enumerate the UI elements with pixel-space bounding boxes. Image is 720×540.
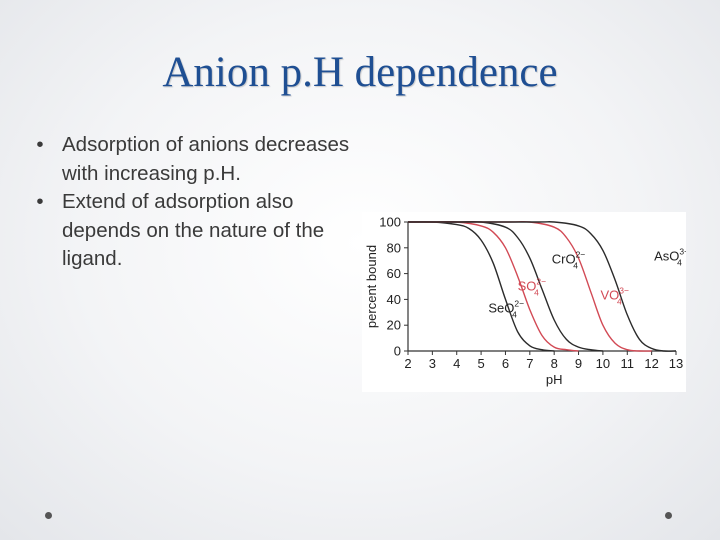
y-tick-label: 40: [387, 292, 401, 307]
x-axis-label: pH: [546, 372, 563, 387]
series-label-main: VO: [600, 287, 619, 302]
series-label-4: AsO3−4: [654, 247, 686, 268]
x-tick-label: 10: [596, 356, 610, 371]
y-tick-label: 80: [387, 240, 401, 255]
x-tick-label: 13: [669, 356, 683, 371]
bullet-dot-icon: •: [36, 190, 44, 213]
decorative-dot-icon: [665, 512, 672, 519]
bullet-item: • Adsorption of anions decreases with in…: [30, 131, 350, 188]
x-tick-label: 5: [477, 356, 484, 371]
series-line-1: [407, 221, 579, 352]
series-label-charge: 2−: [514, 298, 524, 308]
y-axis-label: percent bound: [364, 245, 379, 328]
series-label-subscript: 4: [512, 309, 517, 319]
decorative-dot-icon: [45, 512, 52, 519]
series-label-subscript: 4: [617, 296, 622, 306]
series-line-4: [408, 221, 677, 352]
ph-dependence-chart: 2 3 4 5 6 7 8 9 10 11 12 13 0 20 40 60 80 100 pH percent bo…: [364, 215, 686, 388]
series-label-charge: 2−: [536, 276, 546, 286]
x-tick-label: 6: [502, 356, 509, 371]
y-tick-label: 60: [387, 266, 401, 281]
x-tick-label: 3: [429, 356, 436, 371]
series-label-charge: 3−: [679, 247, 686, 257]
x-tick-label: 4: [453, 356, 460, 371]
y-tick-label: 0: [394, 344, 401, 359]
bullet-text: Adsorption of anions decreases with incr…: [62, 133, 350, 185]
bullet-list: • Adsorption of anions decreases with in…: [30, 131, 350, 274]
series-label-main: SeO: [488, 300, 514, 315]
series-line-0: [407, 221, 555, 352]
y-tick-label: 100: [379, 215, 401, 230]
x-tick-label: 8: [551, 356, 558, 371]
series-line-2: [407, 220, 603, 352]
series-label-1: SO2− 4: [518, 276, 547, 297]
y-tick-label: 20: [387, 318, 401, 333]
x-tick-label: 9: [575, 356, 582, 371]
x-tick-label: 7: [526, 356, 533, 371]
series-label-main: AsO: [654, 249, 679, 264]
series-label-main: CrO: [552, 251, 576, 266]
series-label-charge: 2−: [576, 249, 586, 259]
series-label-2: CrO2− 4: [552, 249, 586, 270]
series-label-main: SO: [518, 278, 537, 293]
bullet-item: • Extend of adsorption also depends on t…: [30, 188, 350, 274]
series-label-charge: 3−: [619, 285, 629, 295]
series-label-subscript: 4: [677, 258, 682, 268]
bullet-text: Extend of adsorption also depends on the…: [62, 190, 325, 270]
x-tick-label: 12: [644, 356, 658, 371]
x-tick-label: 2: [404, 356, 411, 371]
bullet-dot-icon: •: [36, 133, 44, 156]
series-label-subscript: 4: [573, 260, 578, 270]
chart-panel: 2 3 4 5 6 7 8 9 10 11 12 13 0 20 40 60 80 100 pH percent bo…: [362, 212, 686, 392]
slide-title: Anion p.H dependence: [162, 49, 558, 96]
series-label-0: SeO2− 4: [488, 298, 524, 319]
series-label-3: VO3− 4: [600, 285, 629, 306]
x-tick-label: 11: [621, 356, 635, 371]
series-label-subscript: 4: [534, 287, 539, 297]
